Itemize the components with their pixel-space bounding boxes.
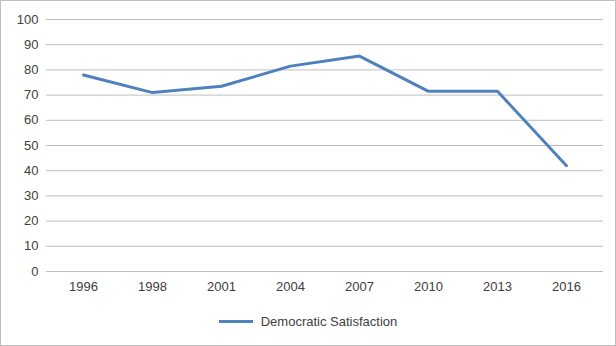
svg-text:2013: 2013 — [483, 279, 512, 294]
svg-text:1996: 1996 — [69, 279, 98, 294]
svg-text:70: 70 — [24, 87, 38, 102]
svg-text:40: 40 — [24, 163, 38, 178]
svg-text:80: 80 — [24, 62, 38, 77]
svg-text:10: 10 — [24, 238, 38, 253]
svg-text:1998: 1998 — [138, 279, 167, 294]
svg-text:90: 90 — [24, 37, 38, 52]
svg-text:0: 0 — [31, 264, 38, 279]
html-text:Democratic Satisfaction: Democratic Satisfaction — [260, 313, 398, 329]
svg-text:30: 30 — [24, 188, 38, 203]
svg-text:2007: 2007 — [345, 279, 374, 294]
svg-text:2010: 2010 — [414, 279, 443, 294]
svg-text:100: 100 — [17, 12, 39, 27]
svg-text:2001: 2001 — [207, 279, 236, 294]
svg-text:60: 60 — [24, 112, 38, 127]
svg-text:2016: 2016 — [552, 279, 581, 294]
svg-text:2004: 2004 — [276, 279, 305, 294]
svg-text:20: 20 — [24, 213, 38, 228]
svg-text:50: 50 — [24, 138, 38, 153]
